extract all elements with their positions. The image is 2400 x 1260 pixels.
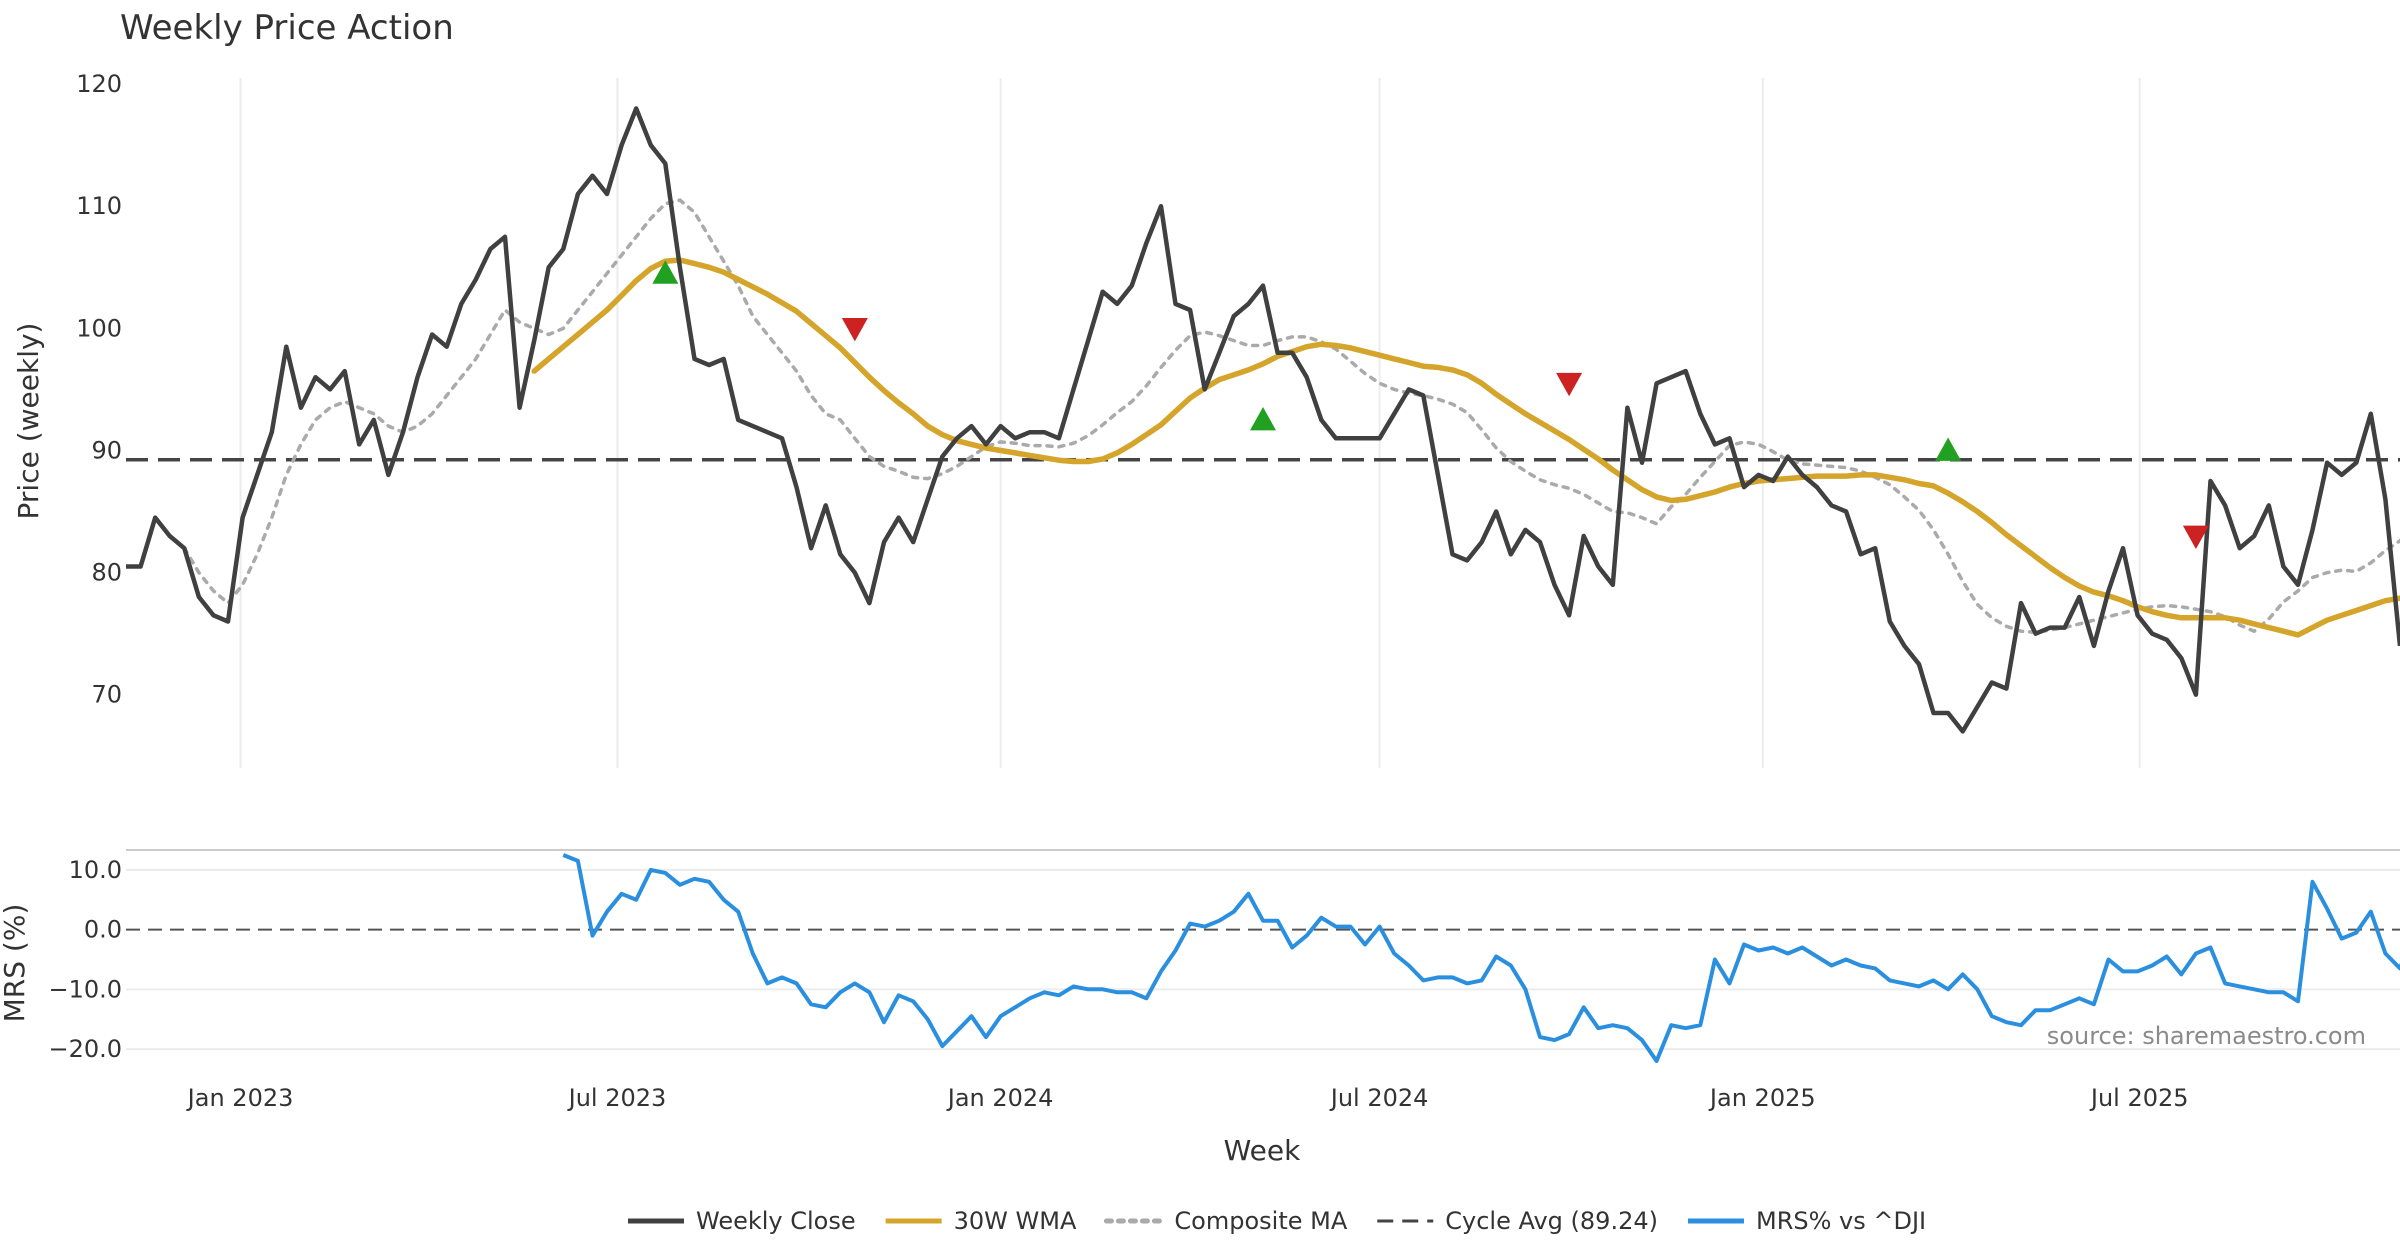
price-y-tick-label: 70 (91, 681, 122, 709)
composite-ma-line (182, 198, 2400, 635)
x-axis-ticks: Jan 2023 Jul 2023 Jan 2024 Jul 2024 Jan 2025… (186, 1084, 2189, 1112)
legend-label: 30W WMA (954, 1207, 1077, 1235)
legend-item: MRS% vs ^DJI (1687, 1207, 1926, 1235)
mrs-y-tick-label: −10.0 (48, 975, 122, 1003)
legend-item: Composite MA (1103, 1207, 1348, 1235)
mrs-y-tick-label: 0.0 (84, 916, 122, 944)
legend-label: Weekly Close (696, 1207, 856, 1235)
mrs-y-tick-label: −20.0 (48, 1035, 122, 1063)
legend-label: Composite MA (1174, 1207, 1347, 1235)
x-tick-label: Jul 2023 (567, 1084, 667, 1112)
x-tick-label: Jan 2025 (1708, 1084, 1816, 1112)
chart-title: Weekly Price Action (120, 8, 454, 48)
mrs-gridlines (126, 849, 2400, 1051)
price-y-tick-label: 110 (76, 192, 122, 220)
price-y-ticks: 70 80 90 100 110 120 (76, 70, 122, 709)
mrs-line (562, 853, 2400, 1063)
weekly-close-line (126, 106, 2400, 734)
mrs-y-tick-label: 10.0 (69, 856, 122, 884)
source-note: source: sharemaestro.com (2047, 1022, 2366, 1050)
mrs-y-label: MRS (%) (0, 904, 31, 1023)
price-y-tick-label: 100 (76, 314, 122, 342)
x-tick-label: Jan 2023 (186, 1084, 294, 1112)
mrs-y-ticks: 10.0 0.0 −10.0 −20.0 (48, 856, 122, 1063)
buy-signal-marker (1935, 437, 1962, 461)
sell-signal-marker (1556, 372, 1583, 397)
price-y-tick-label: 120 (76, 70, 122, 98)
main-gridlines (239, 78, 2141, 768)
legend-label: Cycle Avg (89.24) (1445, 1207, 1658, 1235)
price-y-tick-label: 80 (91, 559, 122, 587)
legend-item: Cycle Avg (89.24) (1377, 1207, 1658, 1235)
legend-item: 30W WMA (885, 1207, 1077, 1235)
buy-signal-marker (652, 260, 679, 284)
legend-label: MRS% vs ^DJI (1756, 1207, 1926, 1235)
sell-signal-marker (841, 317, 868, 342)
x-tick-label: Jul 2025 (2089, 1084, 2189, 1112)
legend-item: Weekly Close (628, 1207, 856, 1235)
mrs-series (562, 853, 2400, 1063)
x-tick-label: Jan 2024 (946, 1084, 1054, 1112)
x-tick-label: Jul 2024 (1329, 1084, 1429, 1112)
signal-markers (652, 260, 2209, 549)
sell-signal-marker (2182, 525, 2209, 549)
price-y-label: Price (weekly) (12, 323, 45, 520)
x-axis-label: Week (1224, 1134, 1301, 1167)
price-y-tick-label: 90 (91, 436, 122, 464)
buy-signal-marker (1250, 406, 1276, 431)
price-series (126, 106, 2400, 734)
wma-30w-line (531, 257, 2400, 638)
legend: Weekly Close 30W WMA Composite MA Cycle Avg… (628, 1207, 1926, 1235)
